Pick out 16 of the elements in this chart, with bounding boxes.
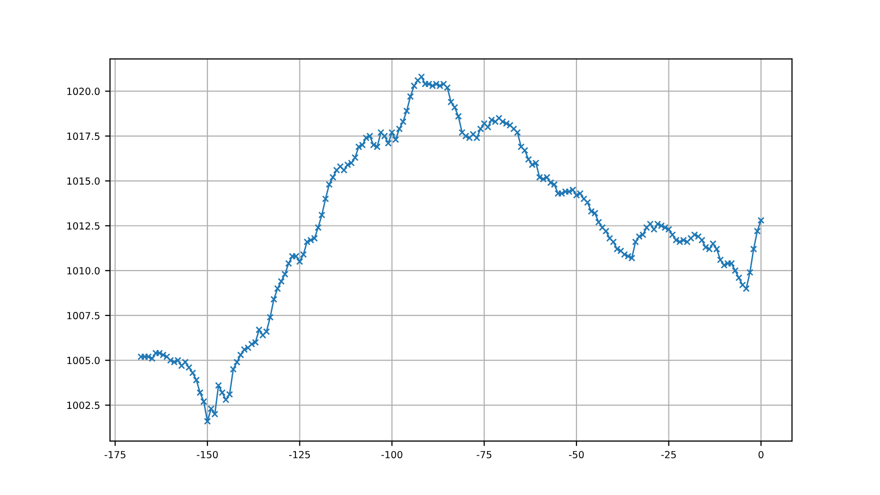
y-tick-label: 1005.0 <box>67 356 100 364</box>
x-tick-label: -150 <box>196 450 218 458</box>
x-tick-label: -125 <box>289 450 310 458</box>
x-tick-label: -25 <box>661 450 676 458</box>
y-tick-label: 1002.5 <box>67 402 100 409</box>
y-tick-label: 1015.0 <box>67 177 100 185</box>
y-tick-label: 1010.0 <box>67 267 100 274</box>
y-tick-label: 1020.0 <box>67 88 100 96</box>
x-tick-label: -50 <box>569 450 584 458</box>
x-tick-label: -75 <box>476 451 492 458</box>
y-tick-label: 1017.5 <box>67 132 100 140</box>
x-tick-label: -175 <box>104 451 126 458</box>
x-tick-label: 0 <box>758 450 764 458</box>
y-tick-label: 1012.5 <box>67 222 100 230</box>
x-tick-label: -100 <box>381 450 402 458</box>
y-tick-label: 1007.5 <box>67 312 100 320</box>
